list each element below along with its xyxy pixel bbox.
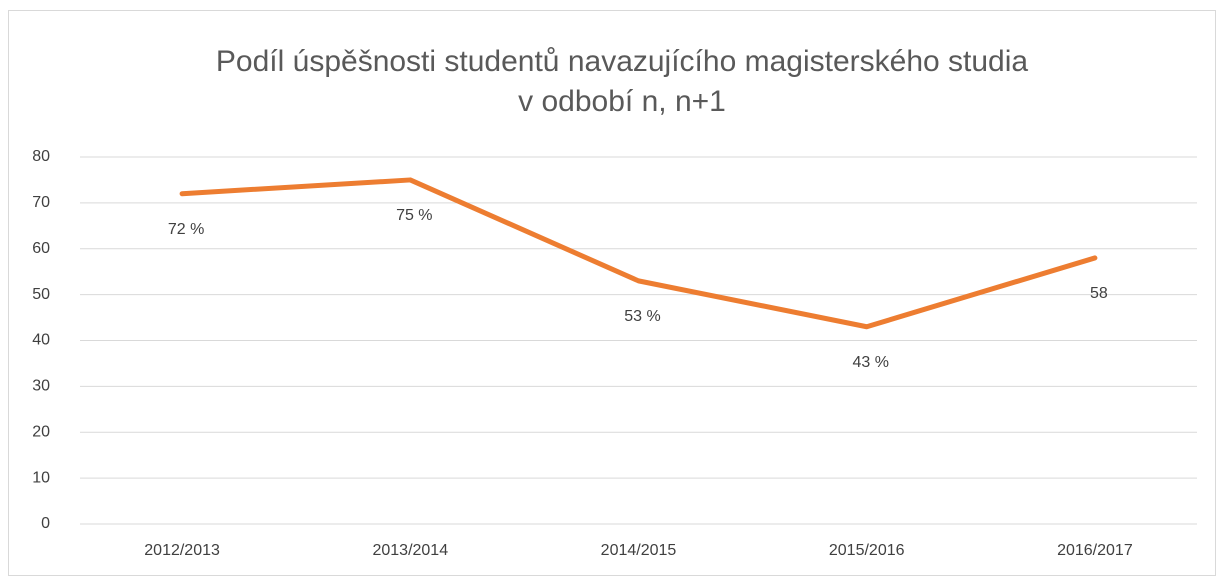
chart-border (8, 10, 1216, 576)
x-tick-label: 2012/2013 (144, 542, 220, 559)
data-label: 72 % (168, 221, 204, 238)
y-tick-label: 40 (32, 332, 50, 349)
y-tick-label: 50 (32, 286, 50, 303)
data-label: 53 % (624, 308, 660, 325)
y-tick-label: 20 (32, 423, 50, 440)
data-line (179, 177, 1098, 330)
x-tick-label: 2015/2016 (829, 542, 905, 559)
y-tick-label: 30 (32, 378, 50, 395)
data-label: 43 % (852, 354, 888, 371)
y-tick-label: 0 (41, 515, 50, 532)
data-label: 58 (1090, 285, 1108, 302)
x-tick-label: 2013/2014 (372, 542, 448, 559)
data-label: 75 % (396, 207, 432, 224)
y-tick-label: 80 (32, 148, 50, 165)
y-tick-label: 10 (32, 469, 50, 486)
y-tick-label: 70 (32, 194, 50, 211)
chart-title: v odbobí n, n+1 (518, 85, 726, 118)
y-tick-label: 60 (32, 240, 50, 257)
chart-title: Podíl úspěšnosti studentů navazujícího m… (216, 45, 1028, 78)
x-tick-label: 2016/2017 (1057, 542, 1133, 559)
x-tick-label: 2014/2015 (601, 542, 677, 559)
